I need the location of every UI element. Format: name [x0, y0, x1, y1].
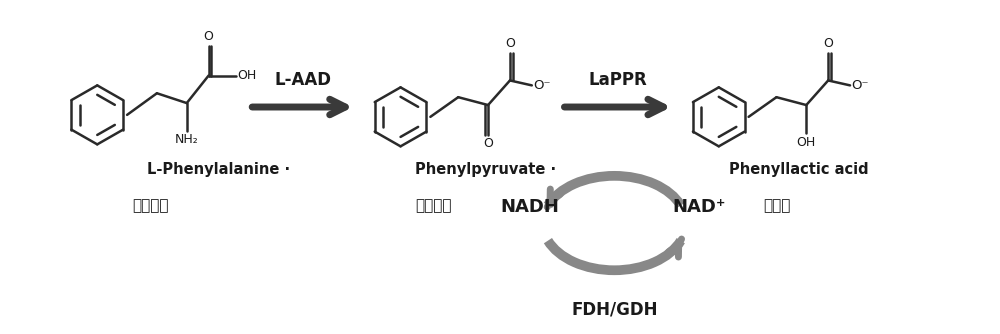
Text: O⁻: O⁻: [533, 79, 550, 92]
Text: NAD⁺: NAD⁺: [672, 198, 726, 216]
Text: FDH/GDH: FDH/GDH: [571, 301, 658, 319]
Text: Phenylpyruvate ·: Phenylpyruvate ·: [415, 162, 557, 177]
Text: 苯乳酸: 苯乳酸: [764, 198, 791, 213]
Text: NH₂: NH₂: [175, 133, 199, 146]
Text: L-AAD: L-AAD: [274, 71, 331, 89]
Text: O: O: [483, 138, 493, 151]
Text: L-Phenylalanine ·: L-Phenylalanine ·: [147, 162, 290, 177]
Text: O⁻: O⁻: [851, 79, 869, 92]
Text: Phenyllactic acid: Phenyllactic acid: [729, 162, 868, 177]
Text: LaPPR: LaPPR: [588, 71, 647, 89]
Text: 苯丙酮酸: 苯丙酮酸: [415, 198, 452, 213]
Text: O: O: [204, 30, 214, 43]
Text: NADH: NADH: [500, 198, 559, 216]
Text: 苯丙氨酸: 苯丙氨酸: [132, 198, 169, 213]
Text: O: O: [823, 37, 833, 50]
Text: O: O: [505, 37, 515, 50]
Text: OH: OH: [237, 69, 257, 82]
Text: OH: OH: [797, 136, 816, 149]
